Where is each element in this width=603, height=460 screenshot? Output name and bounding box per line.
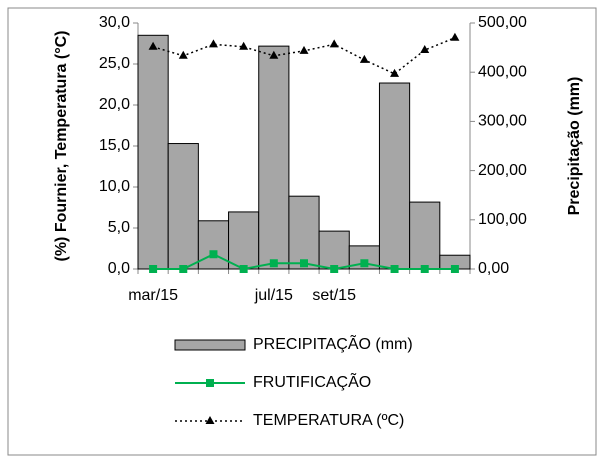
marker (300, 259, 308, 268)
x-tick-label: set/15 (312, 287, 356, 304)
marker (239, 41, 249, 50)
y2-axis-title: Precipitação (mm) (566, 77, 583, 216)
marker (149, 265, 158, 273)
marker (269, 259, 278, 268)
legend-label: PRECIPITAÇÃO (mm) (253, 333, 413, 353)
y2-tick-label: 200,00 (478, 162, 527, 179)
bar (318, 230, 350, 270)
marker (178, 50, 188, 59)
marker (209, 250, 218, 259)
y-tick-label: 15,0 (99, 137, 130, 154)
marker (299, 45, 309, 54)
marker (148, 41, 158, 50)
marker (179, 265, 188, 273)
y-tick-label: 30,0 (99, 14, 130, 31)
bar (137, 34, 169, 270)
marker (450, 265, 459, 273)
y2-tick-label: 0,00 (478, 260, 509, 277)
marker (390, 265, 399, 273)
marker (239, 265, 248, 273)
legend-label: FRUTIFICAÇÃO (253, 371, 371, 391)
legend-swatch (174, 339, 246, 351)
x-tick-label: jul/15 (254, 287, 293, 304)
y-tick-label: 20,0 (99, 96, 130, 113)
marker (390, 68, 400, 77)
marker (329, 39, 339, 48)
marker (420, 45, 430, 54)
marker (208, 39, 218, 48)
marker (330, 265, 339, 273)
y2-tick-label: 400,00 (478, 63, 527, 80)
marker (269, 50, 279, 59)
y2-tick-label: 300,00 (478, 113, 527, 130)
y2-tick-label: 100,00 (478, 211, 527, 228)
bar (167, 143, 199, 270)
bar (258, 45, 290, 270)
x-tick-label: mar/15 (128, 287, 178, 304)
bar (197, 220, 230, 270)
y-tick-label: 0,0 (108, 260, 130, 277)
legend-label: TEMPERATURA (ºC) (253, 412, 404, 429)
legend-marker (206, 379, 214, 387)
y2-tick-label: 500,00 (478, 14, 527, 31)
y-axis-title: (%) Fournier, Temperatura (°C) (53, 30, 70, 261)
bar (228, 211, 260, 270)
marker (420, 265, 429, 273)
y-tick-label: 5,0 (108, 219, 130, 236)
y-tick-label: 25,0 (99, 55, 130, 72)
bar (378, 82, 411, 270)
bar (409, 201, 441, 270)
marker (360, 259, 369, 268)
marker (359, 54, 369, 63)
bar (288, 195, 320, 270)
legend-marker (205, 416, 215, 424)
y-tick-label: 10,0 (99, 178, 130, 195)
marker (450, 32, 460, 41)
